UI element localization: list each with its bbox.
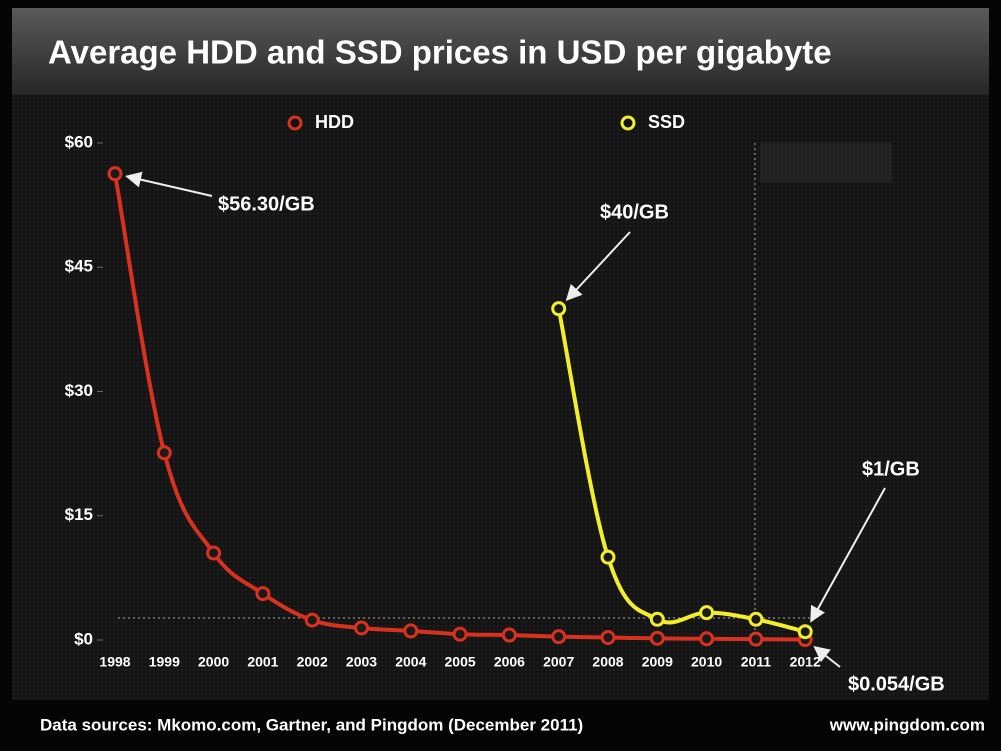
x-tick-label: 2010: [691, 654, 722, 670]
annotation: $56.30/GB: [218, 193, 315, 215]
credit: www.pingdom.com: [829, 715, 985, 734]
plot-background: [12, 95, 989, 700]
x-tick-label: 2000: [198, 654, 229, 670]
x-tick-label: 2009: [642, 654, 673, 670]
point: [748, 611, 764, 627]
line: [113, 173, 806, 642]
point: [600, 630, 616, 646]
y-tick-label: $60: [65, 132, 93, 151]
y-tick-label: $15: [65, 505, 93, 524]
point: [699, 605, 715, 621]
annotation-arrow: [125, 171, 213, 197]
annotation-arrow: [810, 487, 886, 623]
source: Data sources: Mkomo.com, Gartner, and Pi…: [40, 715, 583, 734]
x-tick-label: 2004: [395, 654, 426, 670]
annotation-arrow: [565, 231, 631, 302]
point: [748, 631, 764, 647]
legend-marker: [620, 115, 636, 131]
title-bar: [12, 8, 989, 95]
point: [649, 630, 665, 646]
y-tick-label: $0: [74, 629, 93, 648]
legend-label: SSD: [648, 112, 685, 132]
chart-title: Average HDD and SSD prices in USD per gi…: [48, 34, 832, 71]
legend-marker: [287, 115, 303, 131]
x-tick-label: 2005: [445, 654, 476, 670]
point: [156, 445, 172, 461]
x-tick-label: 2007: [543, 654, 574, 670]
annotation: $1/GB: [862, 458, 920, 480]
x-tick-label: 2002: [297, 654, 328, 670]
decor-box: [760, 143, 892, 183]
point: [452, 626, 468, 642]
point: [107, 166, 123, 182]
point: [255, 586, 271, 602]
point: [206, 545, 222, 561]
point: [403, 623, 419, 639]
point: [699, 631, 715, 647]
y-tick-label: $45: [65, 257, 93, 276]
x-tick-label: 2012: [790, 654, 821, 670]
annotation: $0.054/GB: [848, 673, 945, 695]
annotation: $40/GB: [600, 201, 669, 223]
point: [501, 627, 517, 643]
point: [797, 624, 813, 640]
x-tick-label: 2003: [346, 654, 377, 670]
point: [600, 549, 616, 565]
point: [551, 629, 567, 645]
x-tick-label: 2001: [247, 654, 278, 670]
x-tick-label: 2011: [741, 654, 772, 670]
x-tick-label: 2006: [494, 654, 525, 670]
legend-label: HDD: [315, 112, 354, 132]
point: [304, 612, 320, 628]
point: [649, 611, 665, 627]
point: [354, 620, 369, 636]
annotation-arrow: [813, 645, 841, 668]
x-tick-label: 1998: [99, 654, 130, 670]
x-tick-label: 2008: [592, 654, 623, 670]
point: [551, 301, 567, 317]
x-tick-label: 1999: [149, 654, 180, 670]
y-tick-label: $30: [65, 381, 93, 400]
